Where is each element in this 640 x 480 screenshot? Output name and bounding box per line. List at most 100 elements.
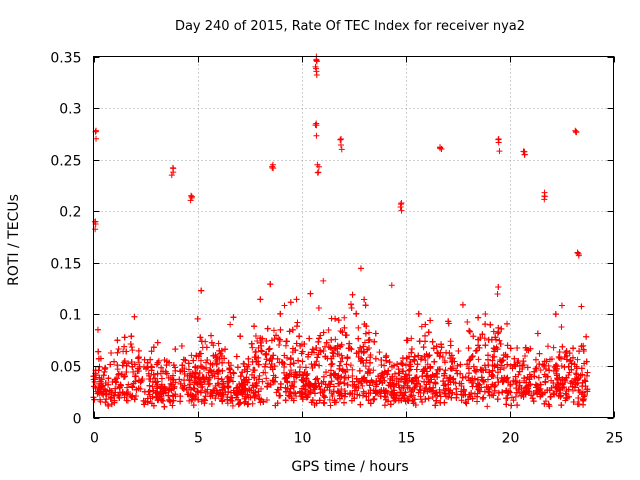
data-point	[364, 346, 371, 353]
data-point	[422, 332, 429, 339]
data-point	[236, 400, 243, 407]
data-point	[536, 387, 543, 394]
data-point	[320, 347, 327, 354]
data-point	[579, 371, 586, 378]
data-point	[323, 369, 330, 376]
data-point	[197, 389, 204, 396]
data-point	[422, 396, 429, 403]
data-point	[360, 375, 367, 382]
data-point	[168, 172, 175, 179]
data-point	[501, 374, 508, 381]
data-point	[547, 393, 554, 400]
data-point	[565, 363, 572, 370]
data-point	[419, 373, 426, 380]
data-point	[257, 339, 264, 346]
data-point	[347, 345, 354, 352]
data-point	[317, 347, 324, 354]
data-point	[521, 151, 528, 158]
data-point	[460, 392, 467, 399]
data-point	[525, 382, 532, 389]
data-point	[513, 389, 520, 396]
data-point	[259, 378, 266, 385]
data-point	[535, 374, 542, 381]
data-point	[225, 359, 232, 366]
data-point	[327, 381, 334, 388]
data-point	[349, 366, 356, 373]
data-point	[215, 367, 222, 374]
data-point	[479, 331, 486, 338]
data-point	[366, 336, 373, 343]
data-point	[476, 381, 483, 388]
axes: 0 5 10 15 20 25 0 0.05 0.1 0.15 0.2 0.25 0.3 0.35	[50, 51, 623, 447]
data-point	[186, 377, 193, 384]
y-tick-label: 0.05	[50, 360, 81, 376]
data-point	[264, 325, 271, 332]
data-point	[476, 344, 483, 351]
y-axis-label: ROTI / TECUs	[6, 194, 22, 286]
data-point	[578, 391, 585, 398]
data-point	[475, 386, 482, 393]
data-point	[224, 394, 231, 401]
data-point	[229, 397, 236, 404]
data-point	[341, 368, 348, 375]
data-point	[526, 376, 533, 383]
data-point	[485, 362, 492, 369]
data-point	[146, 372, 153, 379]
data-point	[316, 383, 323, 390]
data-point	[249, 344, 256, 351]
data-point	[499, 389, 506, 396]
data-point	[129, 347, 136, 354]
data-point	[531, 373, 538, 380]
data-point	[192, 391, 199, 398]
data-point	[343, 361, 350, 368]
y-tick-label: 0.2	[59, 205, 81, 221]
data-point	[242, 398, 249, 405]
data-point	[367, 379, 374, 386]
data-point	[250, 367, 257, 374]
data-point	[105, 391, 112, 398]
data-point	[314, 169, 321, 176]
data-point	[579, 396, 586, 403]
data-point	[296, 333, 303, 340]
data-point	[552, 383, 559, 390]
data-point	[414, 361, 421, 368]
data-point	[224, 400, 231, 407]
data-point	[448, 359, 455, 366]
data-point	[263, 338, 270, 345]
data-point	[445, 387, 452, 394]
data-point	[543, 358, 550, 365]
data-point	[272, 402, 279, 409]
data-point	[496, 357, 503, 364]
data-point	[257, 399, 264, 406]
data-point	[120, 374, 127, 381]
data-point	[492, 382, 499, 389]
data-point	[391, 387, 398, 394]
data-point	[125, 381, 132, 388]
data-point	[558, 355, 565, 362]
data-point	[328, 336, 335, 343]
data-point	[462, 399, 469, 406]
data-point	[417, 387, 424, 394]
data-point	[412, 375, 419, 382]
data-point	[144, 359, 151, 366]
data-point	[534, 330, 541, 337]
data-point	[166, 396, 173, 403]
data-point	[128, 344, 135, 351]
data-point	[201, 378, 208, 385]
data-point	[111, 399, 118, 406]
data-point	[282, 384, 289, 391]
data-point	[426, 352, 433, 359]
data-point	[514, 345, 521, 352]
data-point	[251, 394, 258, 401]
data-point	[255, 361, 262, 368]
data-point	[130, 369, 137, 376]
data-point	[578, 303, 585, 310]
data-point	[558, 402, 565, 409]
data-point	[215, 381, 222, 388]
data-point	[504, 353, 511, 360]
data-point	[146, 382, 153, 389]
data-point	[144, 395, 151, 402]
data-point	[367, 390, 374, 397]
data-point	[254, 338, 261, 345]
